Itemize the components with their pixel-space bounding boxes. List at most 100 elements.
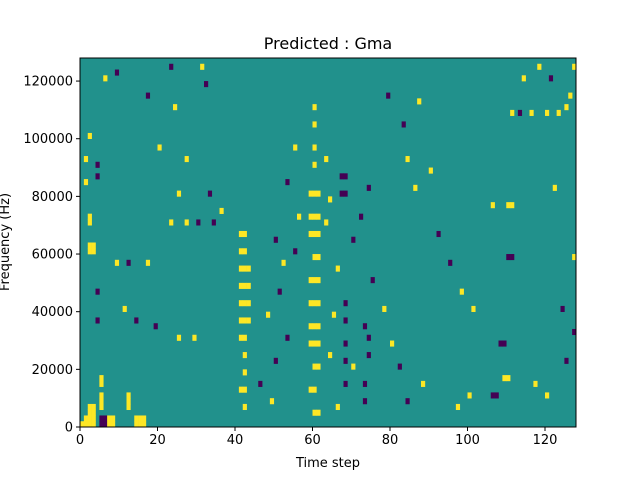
heatmap-cell [490, 392, 495, 399]
heatmap-cell [421, 380, 426, 387]
heatmap-cell [545, 109, 550, 116]
heatmap-cell [87, 409, 92, 416]
heatmap-cell [405, 398, 410, 405]
heatmap-cell [107, 415, 112, 422]
heatmap-cell [107, 421, 112, 428]
heatmap-cell [281, 259, 286, 266]
heatmap-cell [312, 409, 317, 416]
y-tick-label: 100000 [23, 132, 73, 147]
heatmap-cell [246, 300, 251, 307]
heatmap-cell [397, 363, 402, 370]
heatmap-cell [95, 317, 100, 324]
heatmap-cell [316, 340, 321, 347]
heatmap-cell [242, 230, 247, 238]
heatmap-cell [382, 305, 387, 312]
heatmap-cell [238, 300, 244, 307]
heatmap-cell [343, 340, 348, 347]
heatmap-cell [242, 317, 247, 324]
heatmap-cell [529, 109, 534, 116]
heatmap-cell [316, 213, 321, 220]
heatmap-cell [506, 375, 511, 382]
x-tick-label: 20 [149, 433, 166, 448]
heatmap-cell [316, 323, 321, 330]
heatmap-cell [258, 380, 263, 387]
heatmap-cell [545, 392, 550, 399]
heatmap-cell [266, 311, 271, 318]
heatmap-cell [242, 334, 247, 341]
heatmap-cell [335, 403, 340, 411]
heatmap-cell [95, 288, 100, 295]
heatmap-cell [242, 265, 247, 272]
heatmap-cell [343, 380, 348, 387]
heatmap-cell [362, 398, 368, 405]
heatmap-cell [370, 277, 375, 284]
heatmap-cell [87, 219, 92, 226]
heatmap-cell [560, 305, 565, 312]
heatmap-cell [192, 334, 197, 341]
heatmap-cell [413, 184, 418, 191]
heatmap-cell [273, 357, 278, 364]
heatmap-cell [312, 363, 317, 370]
heatmap-cell [517, 109, 523, 116]
heatmap-cell [405, 156, 410, 163]
heatmap-cell [242, 352, 247, 359]
heatmap-cell [568, 92, 573, 99]
heatmap-cell [308, 277, 313, 284]
x-axis: 0 20 40 60 80 100 120 [76, 427, 557, 448]
heatmap-cell [169, 219, 174, 226]
heatmap-cell [328, 196, 333, 203]
heatmap-cell [99, 415, 104, 422]
heatmap-cell [111, 421, 116, 428]
heatmap-cell [134, 317, 139, 324]
heatmap-cell [103, 415, 108, 422]
heatmap-cell [417, 98, 422, 105]
heatmap-cell [242, 369, 247, 376]
heatmap-cell [490, 202, 495, 209]
heatmap-cell [285, 179, 290, 186]
heatmap-cell [99, 392, 104, 399]
heatmap-cell [126, 392, 131, 399]
heatmap-cell [308, 386, 313, 393]
heatmap-cell [312, 161, 317, 168]
heatmap-cell [312, 190, 317, 197]
heatmap-cells [80, 63, 577, 428]
heatmap-cell [285, 334, 290, 341]
heatmap-cell [200, 63, 205, 70]
heatmap-cell [308, 190, 313, 197]
heatmap-cell [99, 403, 104, 411]
heatmap-cell [572, 254, 577, 261]
heatmap-cell [316, 230, 321, 238]
heatmap-cell [506, 202, 511, 209]
heatmap-cell [145, 259, 151, 266]
heatmap-cell [277, 288, 282, 295]
heatmap-cell [142, 421, 147, 428]
heatmap-cell [157, 144, 162, 151]
heatmap-cell [312, 300, 317, 307]
heatmap-cell [293, 248, 298, 255]
heatmap-cell [87, 421, 92, 428]
heatmap-cell [312, 277, 317, 284]
heatmap-cell [297, 213, 302, 220]
heatmap-cell [184, 219, 189, 226]
heatmap-cell [564, 357, 569, 364]
heatmap-cell [328, 352, 333, 359]
y-tick-label: 0 [65, 421, 73, 436]
heatmap-cell [99, 421, 104, 428]
heatmap-cell [91, 409, 96, 416]
x-tick-label: 0 [76, 433, 84, 448]
heatmap-cell [91, 242, 96, 249]
heatmap-cell [114, 69, 120, 76]
heatmap-cell [343, 173, 348, 180]
y-tick-label: 40000 [32, 305, 73, 320]
heatmap-cell [533, 380, 538, 387]
heatmap-cell [242, 300, 247, 307]
heatmap-cell [138, 415, 143, 422]
y-tick-label: 120000 [23, 75, 73, 90]
heatmap-cell [99, 375, 104, 382]
heatmap-cell [459, 288, 464, 295]
y-tick-label: 60000 [32, 248, 73, 263]
heatmap-cell [343, 300, 348, 307]
heatmap-cell [219, 207, 224, 214]
heatmap-cell [564, 104, 569, 111]
heatmap-cell [238, 282, 244, 289]
